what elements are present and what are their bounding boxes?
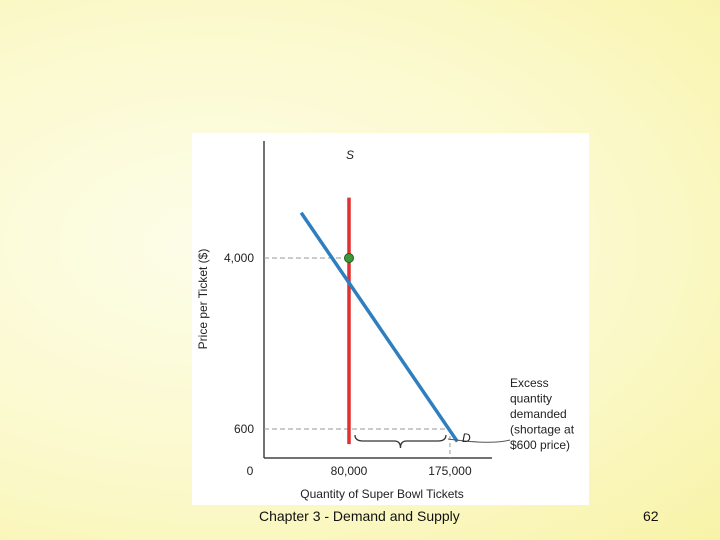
y-tick-label: 600 (234, 422, 254, 436)
annotation-line: Excess (510, 376, 549, 390)
annotation-line: demanded (510, 407, 567, 421)
demand-curve-label: D (462, 431, 471, 445)
annotation-leader-line (447, 438, 511, 443)
footer-text: Chapter 3 - Demand and Supply (259, 508, 460, 524)
shortage-annotation: Excess quantity demanded (shortage at $600 p… (510, 376, 575, 452)
y-axis-label: Price per Ticket ($) (196, 249, 210, 350)
x-tick-label: 175,000 (428, 464, 472, 478)
origin-label: 0 (247, 464, 254, 478)
y-tick-label: 4,000 (224, 251, 254, 265)
chart-panel: 4,000 600 80,000 175,000 0 Quantity of Super … (192, 133, 589, 505)
supply-curve-label: S (346, 148, 354, 162)
slide-number: 62 (643, 508, 659, 524)
annotation-line: quantity (510, 392, 552, 406)
series-d-line (299, 211, 459, 443)
demand-supply-chart: 4,000 600 80,000 175,000 0 Quantity of Super … (196, 141, 575, 501)
shortage-brace (354, 434, 447, 449)
x-axis-label: Quantity of Super Bowl Tickets (300, 487, 463, 501)
annotation-line: $600 price) (510, 438, 570, 452)
annotation-line: (shortage at (510, 423, 575, 437)
equilibrium-point (344, 253, 354, 263)
x-tick-label: 80,000 (331, 464, 368, 478)
